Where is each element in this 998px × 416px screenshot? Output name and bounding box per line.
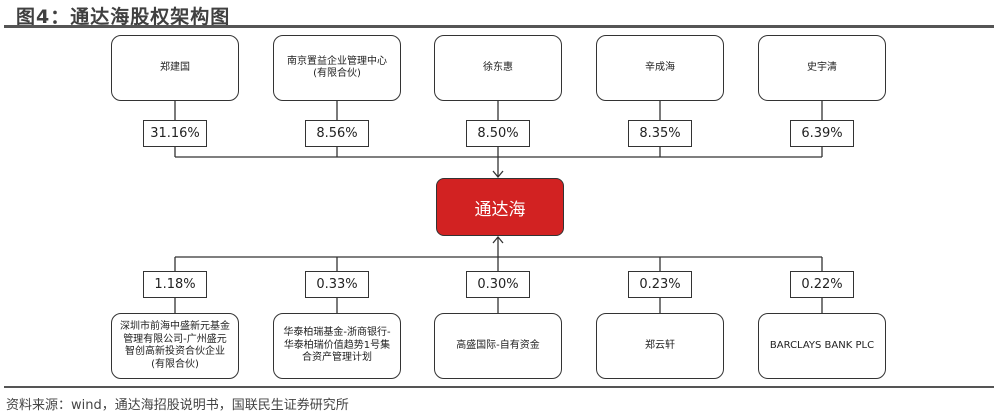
- title-divider: [4, 25, 994, 28]
- shareholder-box: BARCLAYS BANK PLC: [758, 313, 886, 379]
- ownership-percentage: 0.23%: [628, 271, 692, 298]
- ownership-percentage: 0.30%: [466, 271, 530, 298]
- shareholder-name: 郑云轩: [645, 339, 675, 351]
- source-note: 资料来源：wind，通达海招股说明书，国联民生证券研究所: [6, 398, 349, 413]
- arrow-up-icon: [492, 235, 504, 244]
- shareholder-name: 华泰柏瑞基金-浙商银行-华泰柏瑞价值趋势1号集合资产管理计划: [283, 327, 391, 364]
- shareholder-name: 辛成海: [645, 61, 675, 73]
- ownership-percentage: 6.39%: [790, 120, 854, 147]
- center-company-label: 通达海: [474, 199, 526, 220]
- shareholder-name: 高盛国际-自有资金: [456, 339, 540, 351]
- shareholder-box: 高盛国际-自有资金: [434, 313, 562, 379]
- ownership-percentage: 31.16%: [143, 120, 207, 147]
- shareholder-box: 郑云轩: [596, 313, 724, 379]
- shareholder-box: 郑建国: [111, 35, 239, 101]
- shareholder-name: 徐东惠: [483, 61, 513, 73]
- shareholder-box: 南京置益企业管理中心(有限合伙): [273, 35, 401, 101]
- shareholder-box: 华泰柏瑞基金-浙商银行-华泰柏瑞价值趋势1号集合资产管理计划: [273, 313, 401, 379]
- shareholder-name: 深圳市前海中盛新元基金管理有限公司-广州盛元智创高新投资合伙企业(有限合伙): [120, 321, 230, 370]
- center-company-box: 通达海: [436, 178, 564, 236]
- shareholder-name: BARCLAYS BANK PLC: [769, 339, 875, 351]
- footer-divider: [4, 386, 994, 388]
- shareholder-name: 南京置益企业管理中心(有限合伙): [287, 55, 387, 80]
- shareholder-box: 辛成海: [596, 35, 724, 101]
- shareholder-box: 史宇清: [758, 35, 886, 101]
- arrow-down-icon: [492, 170, 504, 179]
- shareholder-name: 郑建国: [160, 61, 190, 73]
- ownership-percentage: 0.33%: [305, 271, 369, 298]
- shareholder-box: 徐东惠: [434, 35, 562, 101]
- figure-title: 图4：通达海股权架构图: [16, 6, 231, 28]
- ownership-percentage: 1.18%: [143, 271, 207, 298]
- ownership-percentage: 8.50%: [466, 120, 530, 147]
- ownership-percentage: 8.35%: [628, 120, 692, 147]
- shareholder-box: 深圳市前海中盛新元基金管理有限公司-广州盛元智创高新投资合伙企业(有限合伙): [111, 313, 239, 379]
- ownership-percentage: 8.56%: [305, 120, 369, 147]
- shareholder-name: 史宇清: [807, 61, 837, 73]
- ownership-percentage: 0.22%: [790, 271, 854, 298]
